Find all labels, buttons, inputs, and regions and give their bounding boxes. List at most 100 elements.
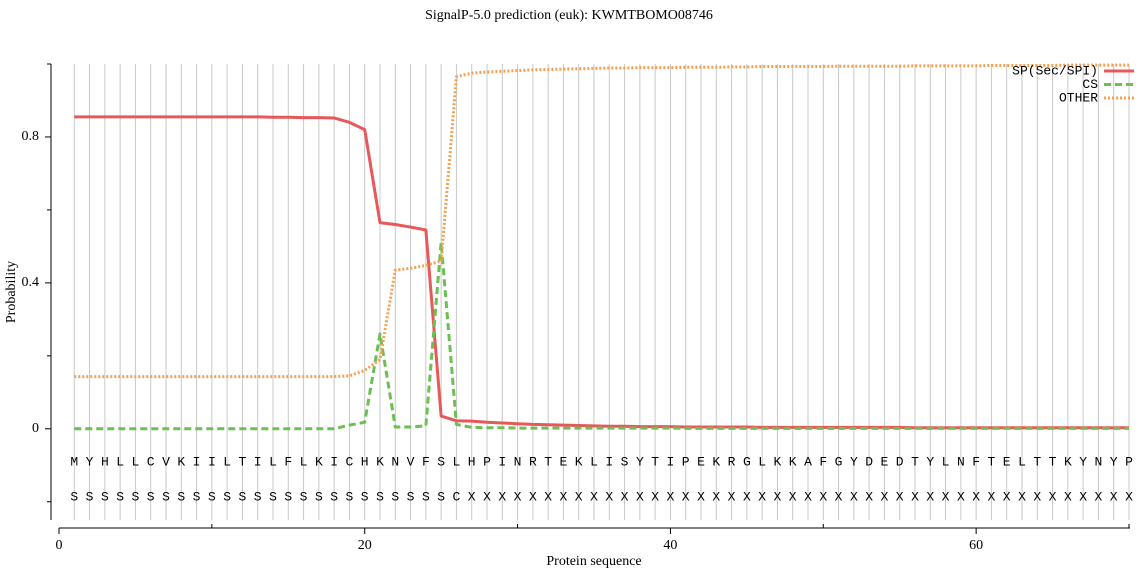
residue-label: X <box>1110 489 1118 504</box>
residue: E <box>697 454 705 469</box>
residue-label: X <box>743 489 751 504</box>
residue: L <box>1018 454 1026 469</box>
residue: N <box>957 454 965 469</box>
residue: Y <box>1110 454 1118 469</box>
residue: Y <box>850 454 858 469</box>
residue: K <box>789 454 797 469</box>
residue: I <box>605 454 613 469</box>
residue: C <box>147 454 155 469</box>
residue-label: X <box>896 489 904 504</box>
residue-label: X <box>957 489 965 504</box>
residue: G <box>835 454 843 469</box>
residue-label: X <box>1049 489 1057 504</box>
residue-label: X <box>1018 489 1026 504</box>
x-tick-label: 60 <box>969 538 983 553</box>
residue: E <box>560 454 568 469</box>
residue-label: S <box>177 489 185 504</box>
residue-label: S <box>86 489 94 504</box>
residue-label: S <box>407 489 415 504</box>
residue-label: S <box>147 489 155 504</box>
residue: S <box>621 454 629 469</box>
residue-label: X <box>590 489 598 504</box>
residue: K <box>1064 454 1072 469</box>
residue-label: X <box>636 489 644 504</box>
residue: K <box>774 454 782 469</box>
residue-label: X <box>483 489 491 504</box>
residue-label: X <box>865 489 873 504</box>
residue: I <box>498 454 506 469</box>
residue-label: X <box>728 489 736 504</box>
residue-label: X <box>667 489 675 504</box>
residue-label: X <box>850 489 858 504</box>
residue-label: X <box>1125 489 1133 504</box>
residue-label: S <box>132 489 140 504</box>
residue: T <box>239 454 247 469</box>
residue: S <box>437 454 445 469</box>
residue-label: X <box>468 489 476 504</box>
residue: T <box>651 454 659 469</box>
residue: N <box>1095 454 1103 469</box>
residue: K <box>177 454 185 469</box>
residue: N <box>391 454 399 469</box>
residue: L <box>300 454 308 469</box>
residue: L <box>942 454 950 469</box>
residue: A <box>804 454 812 469</box>
x-tick-label: 0 <box>56 538 63 553</box>
residue-label: X <box>1095 489 1103 504</box>
residue: T <box>1049 454 1057 469</box>
y-tick-label: 0 <box>32 421 39 436</box>
residue-label: X <box>1079 489 1087 504</box>
residue: P <box>483 454 491 469</box>
residue: F <box>422 454 430 469</box>
residue-label: X <box>819 489 827 504</box>
residue-label: S <box>239 489 247 504</box>
residue-label: S <box>391 489 399 504</box>
series-line <box>74 241 1129 431</box>
residue: C <box>346 454 354 469</box>
x-axis-label: Protein sequence <box>546 554 641 569</box>
residue-label: X <box>682 489 690 504</box>
residue-label: S <box>101 489 109 504</box>
residue: K <box>712 454 720 469</box>
residue-label: X <box>621 489 629 504</box>
y-tick-label: 0.8 <box>22 129 40 144</box>
residue: L <box>132 454 140 469</box>
residue: K <box>575 454 583 469</box>
legend-label: CS <box>1082 77 1098 92</box>
residue: F <box>972 454 980 469</box>
residue: M <box>70 454 78 469</box>
residue-label: X <box>560 489 568 504</box>
residue-label: X <box>835 489 843 504</box>
residue: P <box>682 454 690 469</box>
residue: Y <box>636 454 644 469</box>
residue-label: C <box>453 489 461 504</box>
x-tick-label: 40 <box>663 538 677 553</box>
series-line <box>74 115 1129 430</box>
residue: Y <box>1079 454 1087 469</box>
residue-label: X <box>498 489 506 504</box>
residue: F <box>819 454 827 469</box>
residue-label: X <box>1064 489 1072 504</box>
residue-label: S <box>315 489 323 504</box>
residue-label: X <box>544 489 552 504</box>
residue: T <box>911 454 919 469</box>
residue: L <box>269 454 277 469</box>
residue-label: X <box>804 489 812 504</box>
residue: E <box>1003 454 1011 469</box>
residue-label: S <box>193 489 201 504</box>
residue: N <box>514 454 522 469</box>
residue-label: X <box>789 489 797 504</box>
residue: L <box>590 454 598 469</box>
residue-label: X <box>942 489 950 504</box>
residue-label: X <box>1003 489 1011 504</box>
residue-label: S <box>162 489 170 504</box>
residue: K <box>376 454 384 469</box>
residue-label: X <box>972 489 980 504</box>
residue-label: S <box>330 489 338 504</box>
residue: H <box>361 454 369 469</box>
residue-label: X <box>758 489 766 504</box>
series-line <box>74 63 1129 379</box>
residue-label: X <box>926 489 934 504</box>
residue: I <box>667 454 675 469</box>
